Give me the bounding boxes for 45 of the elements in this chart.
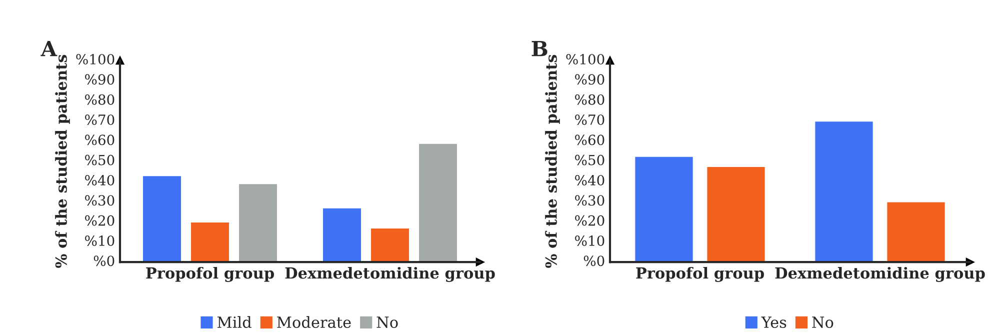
y-tick-label: %70 bbox=[85, 114, 114, 125]
y-tick-label: %80 bbox=[575, 94, 604, 105]
y-tick-label: %30 bbox=[85, 195, 114, 206]
chart-title: B bbox=[532, 40, 548, 56]
y-tick-label: %0 bbox=[94, 256, 114, 266]
y-tick-label: %40 bbox=[85, 174, 114, 186]
y-tick-label: %60 bbox=[85, 134, 114, 146]
bar bbox=[238, 182, 278, 262]
bar bbox=[706, 166, 766, 262]
y-tick-label: %90 bbox=[85, 74, 114, 85]
x-tick-label: Dexmedetomidine group bbox=[775, 266, 985, 282]
y-tick-label: %60 bbox=[575, 134, 604, 146]
y-tick-label: %10 bbox=[85, 235, 114, 246]
y-tick-label: %40 bbox=[575, 174, 604, 186]
y-tick-label: %20 bbox=[575, 215, 604, 226]
legend-label: No bbox=[376, 316, 398, 328]
bar bbox=[370, 227, 410, 262]
chart-title: A bbox=[40, 40, 58, 56]
y-tick-label: %20 bbox=[85, 215, 114, 226]
bar bbox=[634, 156, 694, 262]
x-tick-label: Propofol group bbox=[636, 266, 764, 282]
legend-label: Yes bbox=[761, 316, 786, 328]
y-axis-title: % of the studied patients bbox=[55, 54, 70, 268]
y-tick-label: %100 bbox=[566, 54, 604, 65]
bar bbox=[190, 221, 230, 262]
x-tick-label: Propofol group bbox=[146, 266, 274, 282]
bar bbox=[814, 120, 874, 262]
x-tick-label: Dexmedetomidine group bbox=[285, 266, 495, 282]
y-tick-label: %70 bbox=[575, 114, 604, 125]
bar bbox=[142, 174, 182, 262]
legend-label: No bbox=[812, 316, 834, 328]
legend-label: Mild bbox=[217, 316, 252, 328]
bar bbox=[886, 200, 946, 262]
y-tick-label: %10 bbox=[575, 235, 604, 246]
bar bbox=[322, 206, 362, 262]
y-tick-label: %50 bbox=[575, 154, 604, 166]
y-tick-label: %30 bbox=[575, 195, 604, 206]
y-tick-label: %0 bbox=[584, 256, 604, 266]
y-tick-label: %50 bbox=[85, 154, 114, 166]
y-axis-title: % of the studied patients bbox=[545, 54, 560, 268]
y-tick-label: %80 bbox=[85, 94, 114, 105]
y-tick-label: %90 bbox=[575, 74, 604, 85]
bar bbox=[418, 142, 458, 262]
legend-label: Moderate bbox=[277, 316, 351, 328]
y-tick-label: %100 bbox=[76, 54, 114, 65]
